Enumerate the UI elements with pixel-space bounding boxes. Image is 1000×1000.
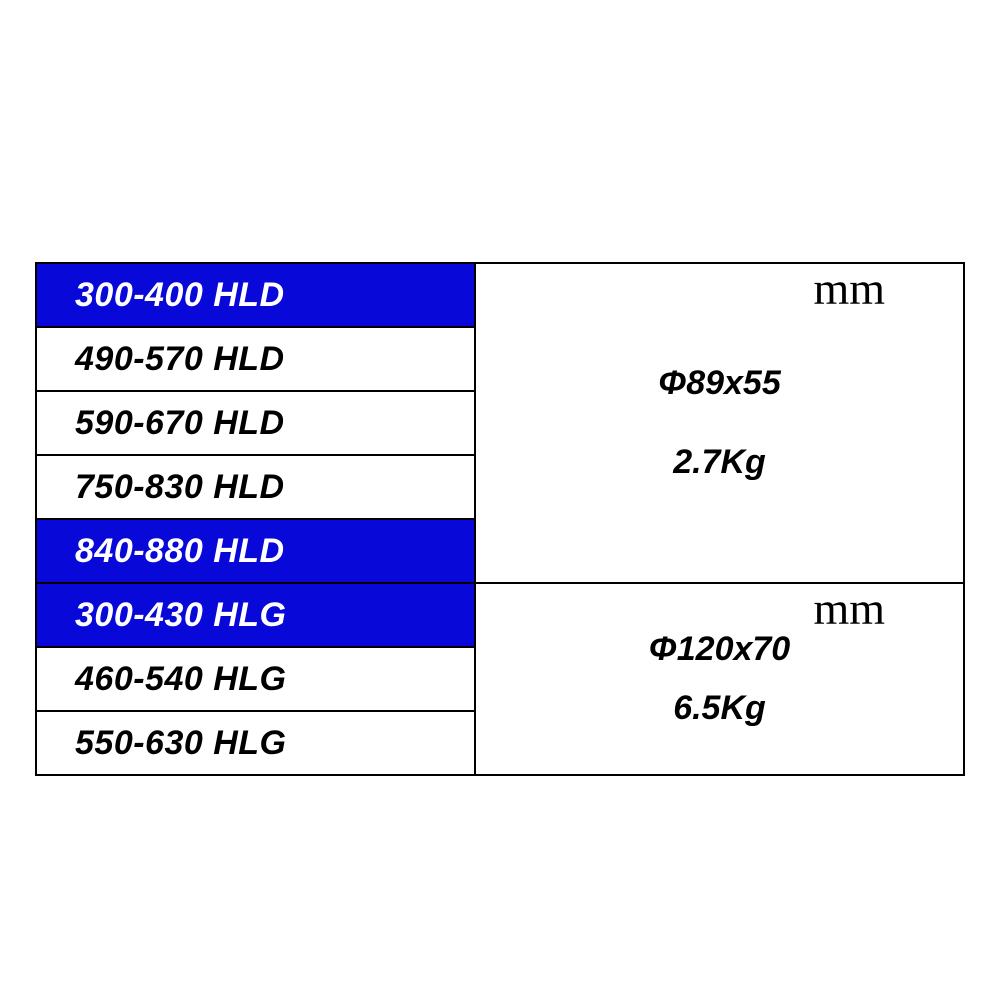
range-label: 550-630 HLG [75,724,287,762]
dimension-value: Φ89x55 [658,364,781,403]
spec-cell-group-2: mm Φ120x70 6.5Kg [475,583,964,775]
range-label: 460-540 HLG [75,660,287,698]
range-cell: 300-400 HLD [36,263,475,327]
unit-label: mm [813,262,885,315]
weight-value: 2.7Kg [673,443,766,482]
range-cell: 840-880 HLD [36,519,475,583]
range-label: 300-400 HLD [75,276,285,314]
spec-table-container: 300-400 HLD mm Φ89x55 2.7Kg 490-570 HLD … [35,262,965,776]
range-label: 750-830 HLD [75,468,285,506]
unit-label: mm [813,582,885,635]
range-label: 490-570 HLD [75,340,285,378]
dimension-value: Φ120x70 [649,630,790,669]
table-row: 300-400 HLD mm Φ89x55 2.7Kg [36,263,964,327]
table-row: 300-430 HLG mm Φ120x70 6.5Kg [36,583,964,647]
range-cell: 550-630 HLG [36,711,475,775]
range-label: 300-430 HLG [75,596,287,634]
range-cell: 300-430 HLG [36,583,475,647]
range-cell: 460-540 HLG [36,647,475,711]
range-cell: 750-830 HLD [36,455,475,519]
spec-group: Φ89x55 2.7Kg [476,264,963,582]
spec-cell-group-1: mm Φ89x55 2.7Kg [475,263,964,583]
range-label: 590-670 HLD [75,404,285,442]
range-cell: 590-670 HLD [36,391,475,455]
spec-table: 300-400 HLD mm Φ89x55 2.7Kg 490-570 HLD … [35,262,965,776]
range-cell: 490-570 HLD [36,327,475,391]
spec-group: Φ120x70 6.5Kg [476,584,963,774]
range-label: 840-880 HLD [75,532,285,570]
weight-value: 6.5Kg [673,689,766,728]
